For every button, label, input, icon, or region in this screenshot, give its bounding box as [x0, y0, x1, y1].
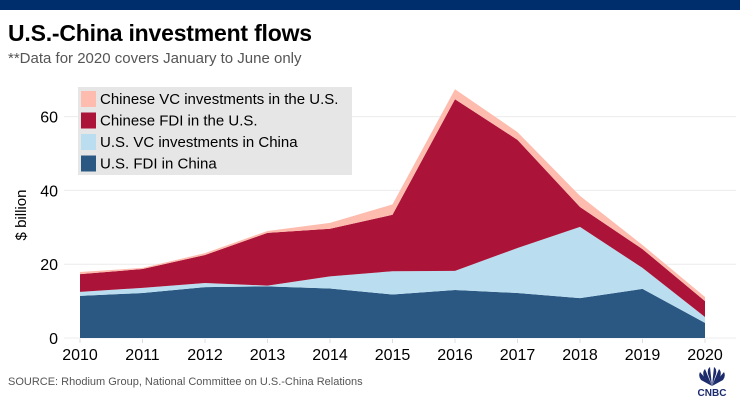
- x-tick-label: 2015: [375, 347, 411, 364]
- x-tick-label: 2012: [187, 347, 223, 364]
- x-tick-label: 2017: [500, 347, 536, 364]
- legend-swatch: [81, 112, 96, 129]
- cnbc-peacock-icon: CNBC: [698, 367, 727, 398]
- legend-background: [78, 87, 352, 175]
- legend-label: Chinese VC investments in the U.S.: [100, 91, 338, 108]
- y-tick-label: 60: [40, 110, 58, 127]
- top-bar: [0, 0, 740, 10]
- y-tick-label: 20: [40, 257, 58, 274]
- chart-title: U.S.-China investment flows: [8, 20, 312, 46]
- x-tick-label: 2014: [312, 347, 348, 364]
- y-tick-label: 0: [49, 331, 58, 348]
- x-tick-label: 2016: [437, 347, 473, 364]
- y-tick-label: 40: [40, 183, 58, 200]
- cnbc-logo-text: CNBC: [698, 388, 727, 398]
- legend-label: U.S. VC investments in China: [100, 134, 298, 151]
- y-axis-label: $ billion: [13, 190, 30, 241]
- areas: [80, 89, 705, 338]
- x-axis: 2010 2011 2012 2013 2014 2015 2016 2017 2018 2019…: [62, 339, 723, 364]
- area-u-s-vc-investments-in-china: [80, 226, 705, 323]
- legend-label: U.S. FDI in China: [100, 156, 217, 173]
- legend-swatch: [81, 134, 96, 150]
- x-tick-label: 2010: [62, 347, 98, 364]
- area-chinese-fdi-in-the-u-s: [80, 99, 705, 317]
- legend-label: Chinese FDI in the U.S.: [100, 113, 258, 130]
- chart: 0 20 40 60 2010 2011 2012 2013 2014 2015 2016 2017…: [13, 87, 736, 364]
- legend-swatch: [81, 91, 96, 107]
- legend: Chinese VC investments in the U.S. Chines…: [78, 87, 352, 175]
- source-note: SOURCE: Rhodium Group, National Committe…: [8, 376, 363, 388]
- area-u-s-fdi-in-china: [80, 286, 705, 338]
- legend-swatch: [81, 155, 96, 172]
- x-tick-label: 2020: [687, 347, 723, 364]
- x-tick-label: 2013: [250, 347, 286, 364]
- x-tick-label: 2019: [625, 347, 661, 364]
- chart-subtitle: **Data for 2020 covers January to June o…: [8, 50, 302, 67]
- y-axis: 0 20 40 60: [40, 110, 58, 348]
- x-tick-label: 2018: [562, 347, 598, 364]
- x-tick-label: 2011: [125, 347, 160, 364]
